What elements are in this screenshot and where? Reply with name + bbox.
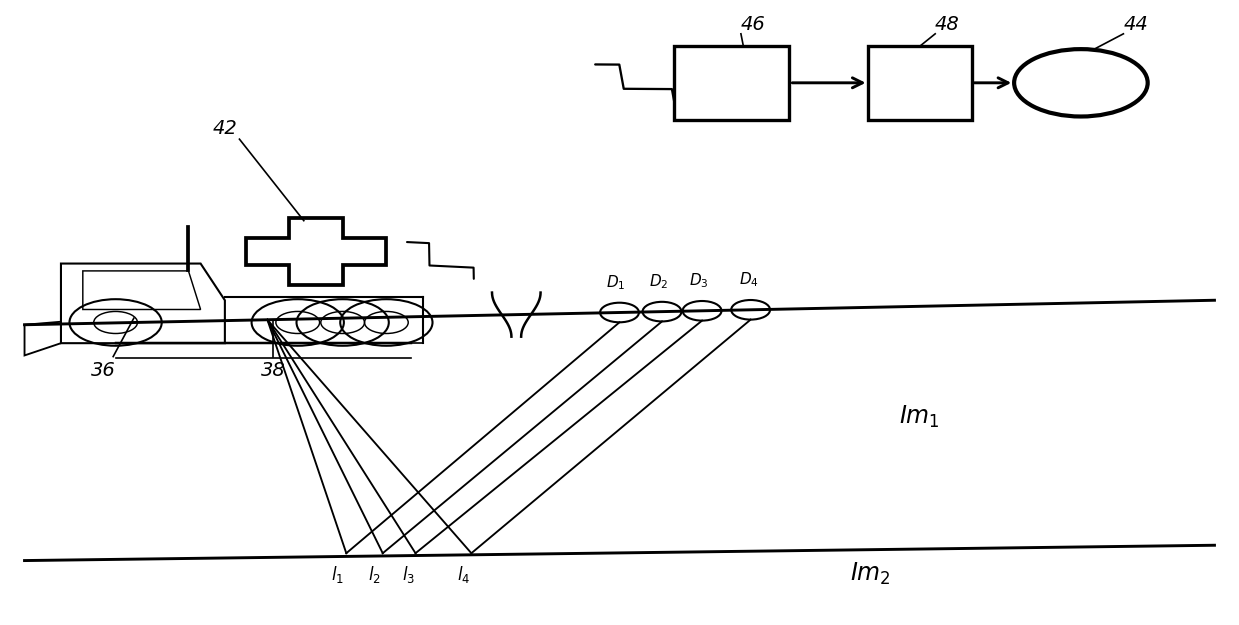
Text: $Im_1$: $Im_1$ — [898, 404, 939, 430]
Text: $D_{2}$: $D_{2}$ — [649, 272, 668, 291]
Text: 42: 42 — [212, 119, 237, 138]
Text: $l_{3}$: $l_{3}$ — [401, 564, 415, 585]
Text: 44: 44 — [1124, 15, 1147, 34]
Text: 48: 48 — [935, 15, 960, 34]
Text: $D_{3}$: $D_{3}$ — [689, 271, 709, 290]
Bar — [869, 46, 971, 119]
Bar — [674, 46, 789, 119]
Text: $l_{1}$: $l_{1}$ — [331, 564, 344, 585]
Text: $l_{2}$: $l_{2}$ — [368, 564, 380, 585]
Text: $Im_2$: $Im_2$ — [850, 561, 891, 587]
Text: $l_{4}$: $l_{4}$ — [457, 564, 471, 585]
Text: 46: 46 — [741, 15, 766, 34]
Text: $D_{1}$: $D_{1}$ — [606, 273, 626, 292]
Text: $D_{4}$: $D_{4}$ — [740, 270, 760, 289]
Text: 38: 38 — [261, 361, 286, 381]
Text: 36: 36 — [92, 361, 115, 381]
